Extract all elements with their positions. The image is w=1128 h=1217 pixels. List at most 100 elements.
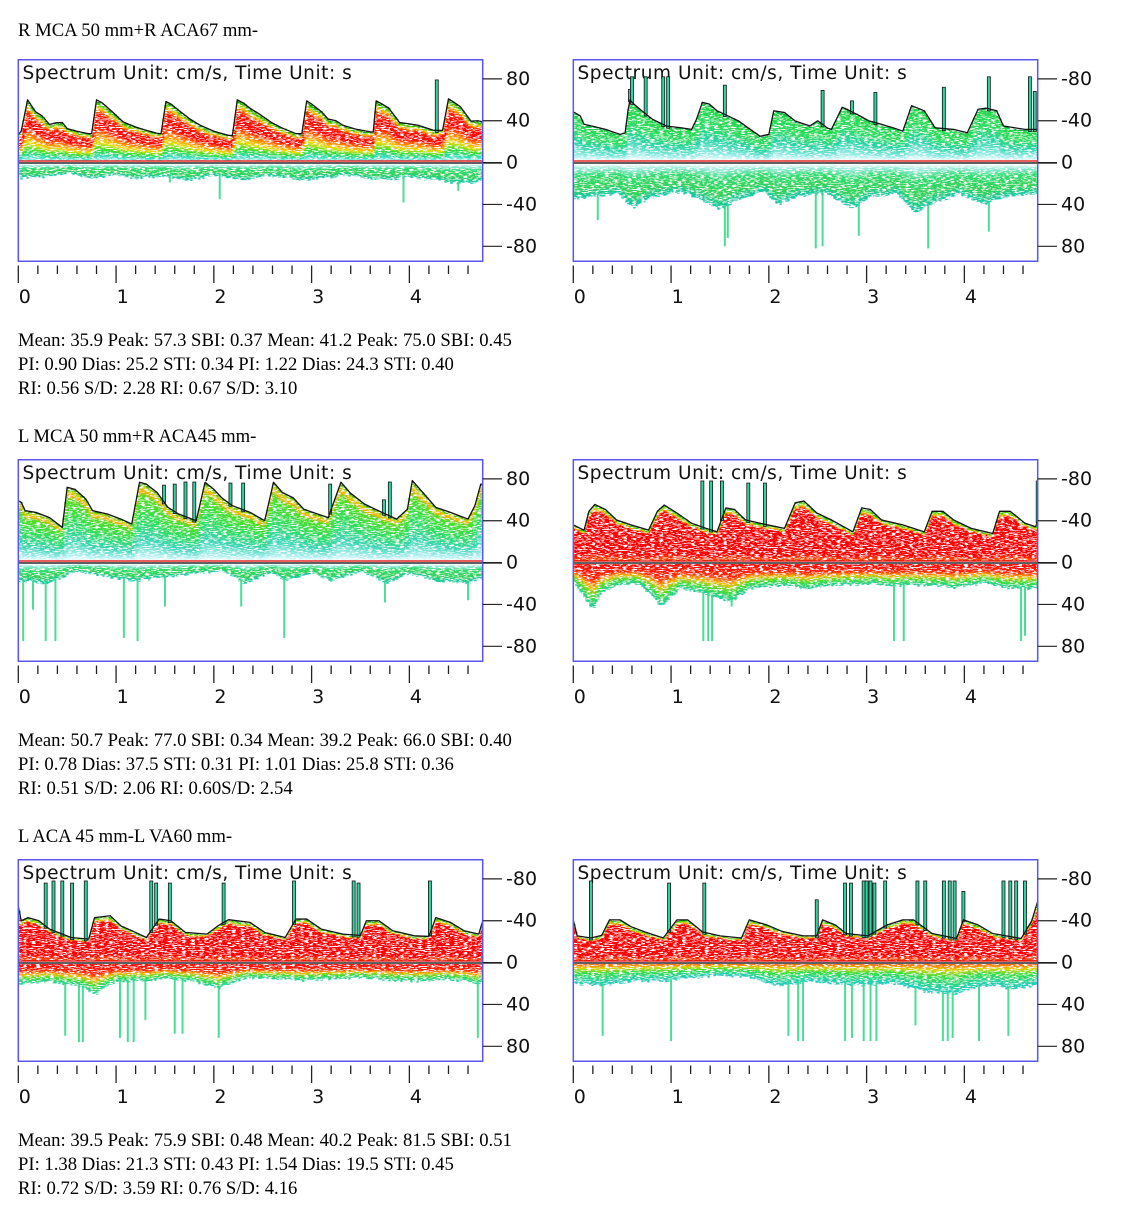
spectrum-column-reverse — [248, 964, 251, 979]
spectrum-column-reverse — [164, 164, 167, 177]
spectrum-column-reverse — [160, 164, 163, 177]
spectrum-column-reverse — [883, 164, 886, 197]
spectrum-column-reverse — [78, 964, 81, 987]
spectrum-column-forward — [348, 935, 351, 962]
spectrum-column-reverse — [675, 564, 678, 594]
spectrum-column-forward — [887, 925, 890, 962]
spectrum-column-reverse — [60, 964, 63, 983]
spectrum-column-forward — [444, 116, 447, 162]
spectrum-column-reverse — [302, 564, 305, 576]
spectrum-column-reverse — [711, 964, 714, 975]
spectrum-column-forward — [593, 125, 596, 162]
spectrum-column-reverse — [54, 964, 57, 984]
spectrum-column-reverse — [709, 964, 712, 977]
spectrum-column-forward — [66, 128, 69, 162]
spectrum-column-forward — [933, 126, 936, 162]
spectrum-column-forward — [1027, 129, 1030, 162]
spectrum-column-forward — [813, 510, 816, 562]
spectrum-column-reverse — [785, 964, 788, 985]
spectrum-column-forward — [168, 920, 171, 962]
spectrum-column-forward — [601, 934, 604, 962]
spectrum-column-forward — [358, 499, 361, 562]
spectrum-column-reverse — [300, 964, 303, 981]
spectrum-column-forward — [182, 113, 185, 162]
spectrum-column-forward — [294, 920, 297, 962]
spectrum-column-reverse — [721, 964, 724, 976]
spectrum-column-forward — [885, 924, 888, 962]
spectrum-column-reverse — [420, 164, 423, 178]
spectrum-column-reverse — [278, 164, 281, 179]
spectrum-column-forward — [262, 932, 265, 962]
spectrum-column-reverse — [923, 964, 926, 993]
spectrum-column-reverse — [1031, 564, 1034, 588]
spectrum-column-forward — [819, 123, 822, 162]
spectrum-column-reverse — [314, 564, 317, 574]
spectrum-column-forward — [741, 935, 744, 962]
spectrum-column-forward — [927, 118, 930, 162]
spectrum-column-reverse — [877, 964, 880, 985]
spectrum-column-forward — [268, 933, 271, 962]
spectrum-column-forward — [923, 927, 926, 962]
spectrum-column-reverse — [358, 564, 361, 573]
spectrum-column-reverse — [208, 964, 211, 986]
spectrum-column-forward — [715, 110, 718, 162]
spectrum-column-forward — [759, 524, 762, 562]
spectrum-column-forward — [418, 126, 421, 162]
spectrum-column-forward — [300, 919, 303, 962]
spectrum-column-reverse — [62, 164, 65, 175]
spectrum-column-reverse — [719, 964, 722, 976]
spectrum-column-reverse — [607, 164, 610, 194]
spectrum-column-reverse — [262, 164, 265, 177]
spectrum-column-forward — [971, 529, 974, 562]
spectrum-column-forward — [74, 938, 77, 962]
spectrum-column-forward — [839, 111, 842, 162]
spectrum-column-reverse — [925, 564, 928, 586]
spectrum-column-forward — [971, 122, 974, 162]
artifact-spike — [428, 880, 432, 937]
reverse-spike — [941, 991, 944, 1042]
spectrum-column-reverse — [240, 564, 243, 581]
spectrum-column-reverse — [777, 964, 780, 985]
spectrum-column-forward — [178, 111, 181, 162]
spectrum-column-forward — [384, 515, 387, 562]
spectrum-column-reverse — [753, 964, 756, 980]
spectrum-column-forward — [190, 934, 193, 962]
spectrum-column-reverse — [917, 164, 920, 212]
chart-annotation: Spectrum Unit: cm/s, Time Unit: s — [23, 63, 353, 84]
spectrum-column-reverse — [611, 564, 614, 588]
spectrum-column-forward — [26, 512, 29, 562]
spectrum-column-forward — [681, 920, 684, 962]
spectrum-column-forward — [162, 920, 165, 962]
spectrum-column-reverse — [40, 964, 43, 983]
spectrum-column-reverse — [1021, 964, 1024, 989]
spectrum-column-forward — [254, 515, 257, 562]
spectrum-column-forward — [975, 530, 978, 562]
spectrum-column-reverse — [631, 964, 634, 981]
spectrum-column-reverse — [456, 164, 459, 185]
spectrum-column-reverse — [106, 964, 109, 987]
spectrum-column-reverse — [791, 164, 794, 199]
spectrum-column-forward — [194, 122, 197, 162]
artifact-spike — [820, 89, 825, 127]
reverse-spike — [383, 581, 386, 603]
spectrum-column-reverse — [216, 164, 219, 177]
spectrum-column-forward — [178, 928, 181, 962]
spectrum-column-forward — [635, 930, 638, 962]
spectrum-column-reverse — [466, 164, 469, 183]
reverse-spike — [723, 205, 726, 247]
spectrum-area — [19, 79, 482, 203]
spectrum-column-reverse — [328, 564, 331, 581]
spectrum-column-forward — [474, 122, 477, 162]
spectrum-column-forward — [198, 934, 201, 962]
spectrum-column-forward — [939, 510, 942, 562]
spectrum-column-forward — [903, 919, 906, 962]
spectrum-column-reverse — [891, 564, 894, 587]
spectrum-column-reverse — [715, 564, 718, 598]
spectrum-column-reverse — [617, 564, 620, 586]
spectrum-column-forward — [669, 509, 672, 562]
spectrum-column-reverse — [631, 564, 634, 584]
spectrum-column-reverse — [282, 164, 285, 179]
spectrum-column-reverse — [268, 164, 271, 177]
spectrum-column-reverse — [597, 964, 600, 986]
reverse-spike — [181, 978, 184, 1034]
